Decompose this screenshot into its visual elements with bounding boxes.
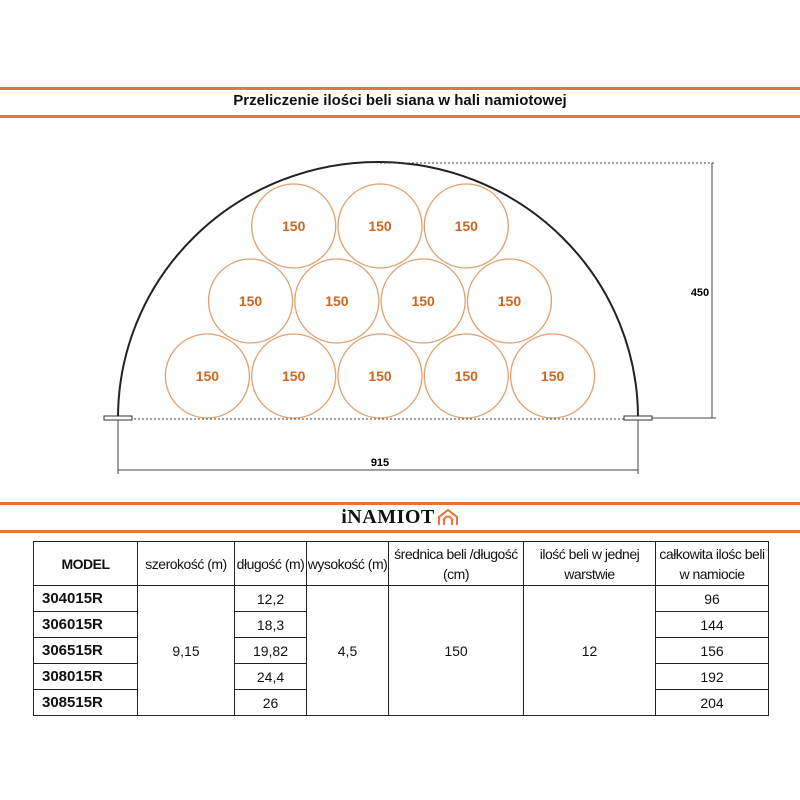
hay-bale: 150	[423, 183, 509, 269]
hay-bale-label: 150	[325, 293, 349, 309]
hay-bale: 150	[466, 258, 553, 344]
hay-bale-circle	[509, 333, 596, 419]
header-per-layer: ilość beli w jednej warstwie	[523, 541, 656, 586]
hay-bale: 150	[337, 183, 423, 269]
hay-bale-label: 150	[282, 218, 306, 234]
hay-bale-circle	[380, 258, 466, 344]
hay-bale-label: 150	[239, 293, 263, 309]
hay-bale-label: 150	[455, 218, 479, 234]
tent-cross-section-diagram: 450 915 150 150 150 150 150 150 150 150 150 150 15…	[103, 161, 716, 474]
tent-arch	[117, 161, 639, 419]
model-cell: 306515R	[33, 637, 138, 664]
hay-bale-circle	[207, 258, 294, 344]
table-row: 308015R 24,4 192	[33, 663, 769, 690]
hay-bale-label: 150	[541, 368, 565, 384]
hay-bale: 150	[251, 183, 337, 269]
tent-icon	[437, 508, 458, 525]
hay-bale: 150	[207, 258, 294, 344]
hay-bale-circle	[164, 333, 251, 419]
hay-bale-label: 150	[196, 368, 220, 384]
height-cell: 4,5	[306, 585, 389, 716]
hay-bale-circle	[251, 183, 337, 269]
table-header-row: MODEL szerokość (m) długość (m) wysokość…	[33, 541, 769, 586]
hay-bale: 150	[337, 333, 423, 419]
per-layer-cell: 12	[523, 585, 656, 716]
total-cell: 144	[655, 611, 769, 638]
model-cell: 308515R	[33, 689, 138, 716]
length-cell: 12,2	[234, 585, 307, 612]
hay-bale-circle	[423, 183, 509, 269]
hay-bale-circle	[337, 183, 423, 269]
logo-text: iNAMIOT	[341, 506, 435, 528]
hay-bale-circle	[423, 333, 509, 419]
width-cell: 9,15	[137, 585, 235, 716]
width-label: 915	[371, 457, 389, 469]
logo-bottom-rule	[0, 530, 800, 533]
header-model: MODEL	[33, 541, 138, 586]
left-base-plate	[103, 415, 133, 421]
hay-bale-circle	[466, 258, 553, 344]
models-table: MODEL szerokość (m) długość (m) wysokość…	[33, 541, 769, 716]
title-top-rule	[0, 87, 800, 90]
logo-top-rule	[0, 502, 800, 505]
length-cell: 24,4	[234, 663, 307, 690]
total-cell: 96	[655, 585, 769, 612]
hay-bale-circle	[294, 258, 380, 344]
hay-bale-circle	[337, 333, 423, 419]
total-cell: 156	[655, 637, 769, 664]
header-total: całkowita ilośc beli w namiocie	[655, 541, 769, 586]
hay-bale: 150	[251, 333, 337, 419]
header-diameter: średnica beli /długość (cm)	[388, 541, 524, 586]
total-cell: 192	[655, 663, 769, 690]
hay-bale: 150	[164, 333, 251, 419]
hay-bale-label: 150	[411, 293, 435, 309]
right-base-plate	[623, 415, 653, 421]
length-cell: 19,82	[234, 637, 307, 664]
header-height: wysokość (m)	[306, 541, 389, 586]
table-row: 308515R 26 204	[33, 689, 769, 716]
model-cell: 304015R	[33, 585, 138, 612]
title-bottom-rule	[0, 115, 800, 118]
hay-bale: 150	[380, 258, 466, 344]
model-cell: 306015R	[33, 611, 138, 638]
hay-bale-label: 150	[282, 368, 306, 384]
total-cell: 204	[655, 689, 769, 716]
table-row: 304015R 9,15 12,2 4,5 150 12 96	[33, 585, 769, 716]
model-cell: 308015R	[33, 663, 138, 690]
page-title: Przeliczenie ilości beli siana w hali na…	[233, 92, 567, 109]
hay-bale-label: 150	[368, 368, 392, 384]
hay-bale-label: 150	[498, 293, 522, 309]
hay-bale: 150	[423, 333, 509, 419]
hay-bale-label: 150	[368, 218, 392, 234]
length-cell: 26	[234, 689, 307, 716]
hay-bale-circle	[251, 333, 337, 419]
hay-bale: 150	[509, 333, 596, 419]
logo: iNAMIOT	[0, 506, 800, 529]
hay-bale: 150	[294, 258, 380, 344]
hay-bale-label: 150	[455, 368, 479, 384]
height-label: 450	[691, 287, 709, 299]
header-length: długość (m)	[234, 541, 307, 586]
header-width: szerokość (m)	[137, 541, 235, 586]
length-cell: 18,3	[234, 611, 307, 638]
diameter-cell: 150	[388, 585, 524, 716]
